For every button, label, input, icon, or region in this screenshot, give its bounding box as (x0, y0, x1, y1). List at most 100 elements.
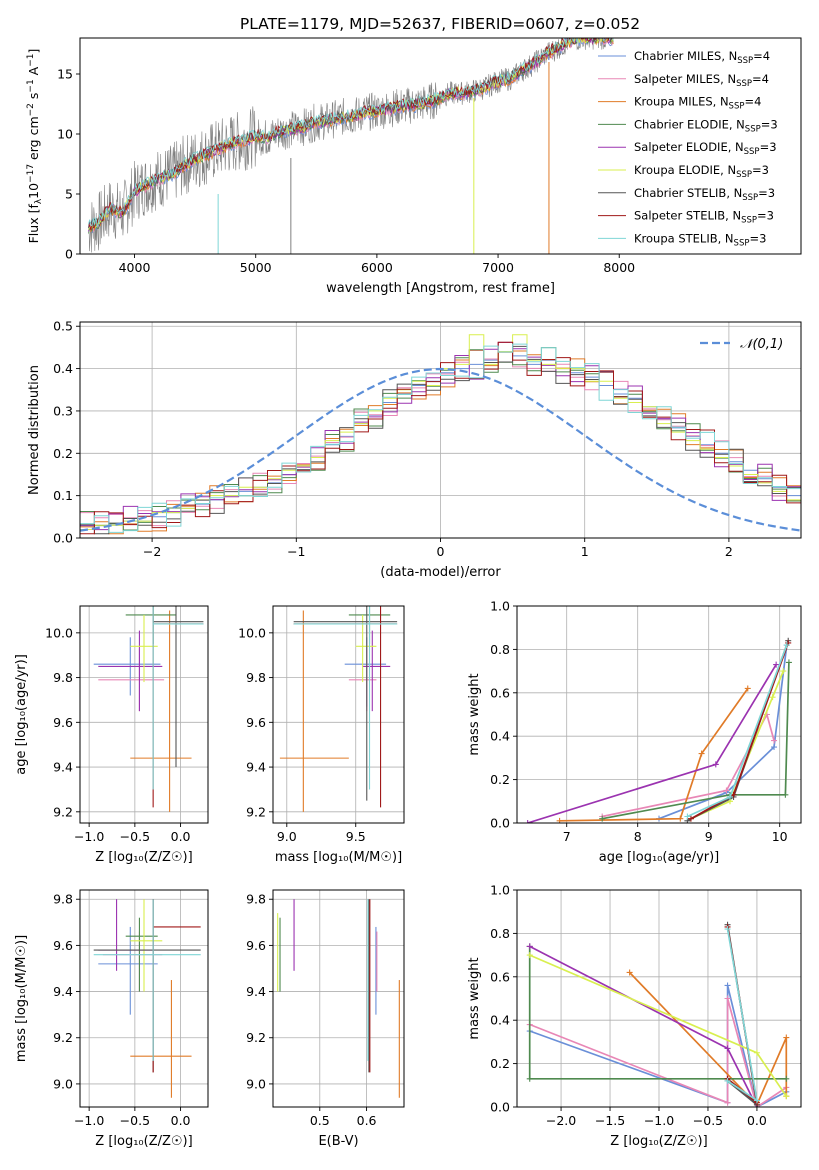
residuals-y-axis-label: Normed distribution (27, 365, 42, 495)
histogram-chabrier-elodie (80, 347, 801, 531)
weight-marker (724, 1077, 731, 1084)
x-tick-label: −1.0 (74, 1113, 104, 1128)
legend-n: =4 (753, 49, 770, 63)
legend-entry: Kroupa MILES, NSSP=4 (634, 95, 761, 112)
y-tick-label: 10.0 (238, 625, 266, 640)
weight-marker (727, 793, 733, 800)
weight-marker (771, 744, 778, 751)
legend-entry: Kroupa ELODIE, NSSP=3 (634, 163, 769, 180)
legend-entry: Chabrier STELIB, NSSP=3 (634, 186, 775, 203)
histogram-salpeter-stelib (80, 341, 801, 535)
residuals-axes: −2 −1 0 1 2 0.0 0.1 0.2 0.3 0.4 0.5 (data-model)/er… (27, 319, 802, 580)
y-tick-label: 15 (57, 67, 73, 82)
legend-n: =3 (749, 231, 766, 245)
spectrum-plot-area (88, 38, 614, 254)
histogram-chabrier-stelib (80, 345, 801, 535)
y-label-part: Flux [f (26, 204, 41, 244)
legend-sub: SSP (736, 79, 752, 89)
x-tick-label: 10 (772, 829, 788, 844)
legend-n: =3 (761, 117, 778, 131)
y-tick-label: 0.5 (53, 319, 73, 334)
legend-n: =3 (760, 140, 777, 154)
mass-vs-EBV-axes: 0.5 0.6 9.0 9.2 9.4 9.6 9.8 E(B-V) (246, 889, 405, 1149)
legend-n: =3 (752, 163, 769, 177)
weight-marker (684, 813, 691, 820)
legend-sub: SSP (736, 170, 752, 180)
y-tick-label: 9.0 (246, 1076, 266, 1091)
y-label-part: 10 (26, 183, 41, 199)
weight-marker (783, 1093, 790, 1100)
y-label-part: erg cm (26, 116, 41, 164)
x-tick-label: −2.0 (546, 1113, 576, 1128)
age-vs-mass-axes: 9.0 9.5 9.2 9.4 9.6 9.8 10.0 mass [log₁₀(M/M☉)] (238, 605, 405, 865)
x-tick-label: 7 (563, 829, 571, 844)
weight-marker (753, 1097, 760, 1104)
y-tick-label: 9.4 (53, 760, 73, 775)
x-tick-label: −0.5 (120, 1113, 150, 1128)
weight-line-kroupa-miles (628, 971, 788, 1107)
legend-sub: SSP (744, 147, 760, 157)
weight-marker (687, 815, 694, 822)
spectrum-x-axis-label: wavelength [Angstrom, rest frame] (326, 281, 555, 296)
y-tick-label: 0.0 (490, 816, 510, 831)
x-tick-label: 9.5 (346, 829, 366, 844)
x-tick-label: −0.5 (120, 829, 150, 844)
y-tick-label: 0.8 (490, 642, 510, 657)
x-tick-label: 9.0 (277, 829, 297, 844)
x-tick-label: −1 (287, 544, 305, 559)
x-tick-label: 0.0 (747, 1113, 767, 1128)
y-tick-label: 9.6 (246, 715, 266, 730)
weight-marker (677, 815, 684, 822)
weight-marker (771, 737, 778, 744)
residuals-x-axis-label: (data-model)/error (380, 565, 501, 580)
y-tick-label: 0.0 (490, 1100, 510, 1115)
y-tick-label: 0.8 (490, 926, 510, 941)
legend-n: =3 (758, 186, 775, 200)
weight-line-chabrier-miles (658, 644, 788, 820)
y-label-part: λ (34, 198, 44, 204)
x-tick-label: −1.0 (74, 829, 104, 844)
y-tick-label: 10 (57, 127, 73, 142)
legend-entry: Kroupa STELIB, NSSP=3 (634, 231, 766, 248)
y-tick-label: 0.1 (53, 488, 73, 503)
x-tick-label: 4000 (119, 260, 151, 275)
y-tick-label: 0.6 (490, 685, 510, 700)
weight-line-chabrier-stelib (687, 640, 790, 822)
mass-vs-Z-y-axis-label: mass [log₁₀(M/M☉)] (14, 935, 29, 1062)
weight-vs-age-y-axis-label: mass weight (467, 673, 482, 755)
x-tick-label: −2 (143, 544, 161, 559)
y-tick-label: 9.2 (53, 804, 73, 819)
weight-marker (723, 787, 730, 794)
y-tick-label: 9.2 (53, 1030, 73, 1045)
weight-vs-Z-x-axis-label: Z [log₁₀(Z/Z☉)] (610, 1134, 707, 1149)
y-label-part: −17 (26, 164, 36, 183)
weight-marker (526, 952, 533, 959)
weight-vs-age-x-axis-label: age [log₁₀(age/yr)] (599, 850, 720, 865)
y-tick-label: 9.4 (246, 984, 266, 999)
age-vs-mass-frame (272, 605, 405, 824)
weight-line-chabrier-elodie (602, 662, 790, 820)
legend-sub: SSP (737, 56, 753, 66)
y-tick-label: 0.2 (53, 446, 73, 461)
y-tick-label: 9.8 (246, 892, 266, 907)
mass-vs-EBV-plot-area (277, 899, 400, 1098)
legend-entry: 𝒩(0,1) (740, 337, 783, 352)
weight-line-kroupa-miles (559, 688, 749, 822)
age-vs-mass-x-axis-label: mass [log₁₀(M/M☉)] (275, 850, 402, 865)
weight-marker (724, 1045, 731, 1052)
weight-marker (753, 1049, 760, 1056)
x-tick-label: 9 (705, 829, 713, 844)
spectrum-axes: 4000 5000 6000 7000 8000 0 5 10 15 wavelength [An… (26, 37, 802, 296)
x-tick-label: −0.5 (693, 1113, 723, 1128)
age-vs-Z-frame (79, 605, 209, 824)
weight-marker (785, 659, 792, 666)
legend-n: =3 (757, 209, 774, 223)
y-tick-label: 9.2 (246, 804, 266, 819)
y-tick-label: 0.4 (490, 1013, 510, 1028)
y-tick-label: 9.4 (246, 760, 266, 775)
spectrum-y-axis-label: Flux [fλ10−17 erg cm−2 s−1 A−1] (26, 49, 44, 244)
histogram-salpeter-elodie (80, 341, 801, 531)
weight-line-salpeter-miles (602, 712, 775, 818)
y-tick-label: 9.4 (53, 984, 73, 999)
y-tick-label: 9.6 (53, 715, 73, 730)
